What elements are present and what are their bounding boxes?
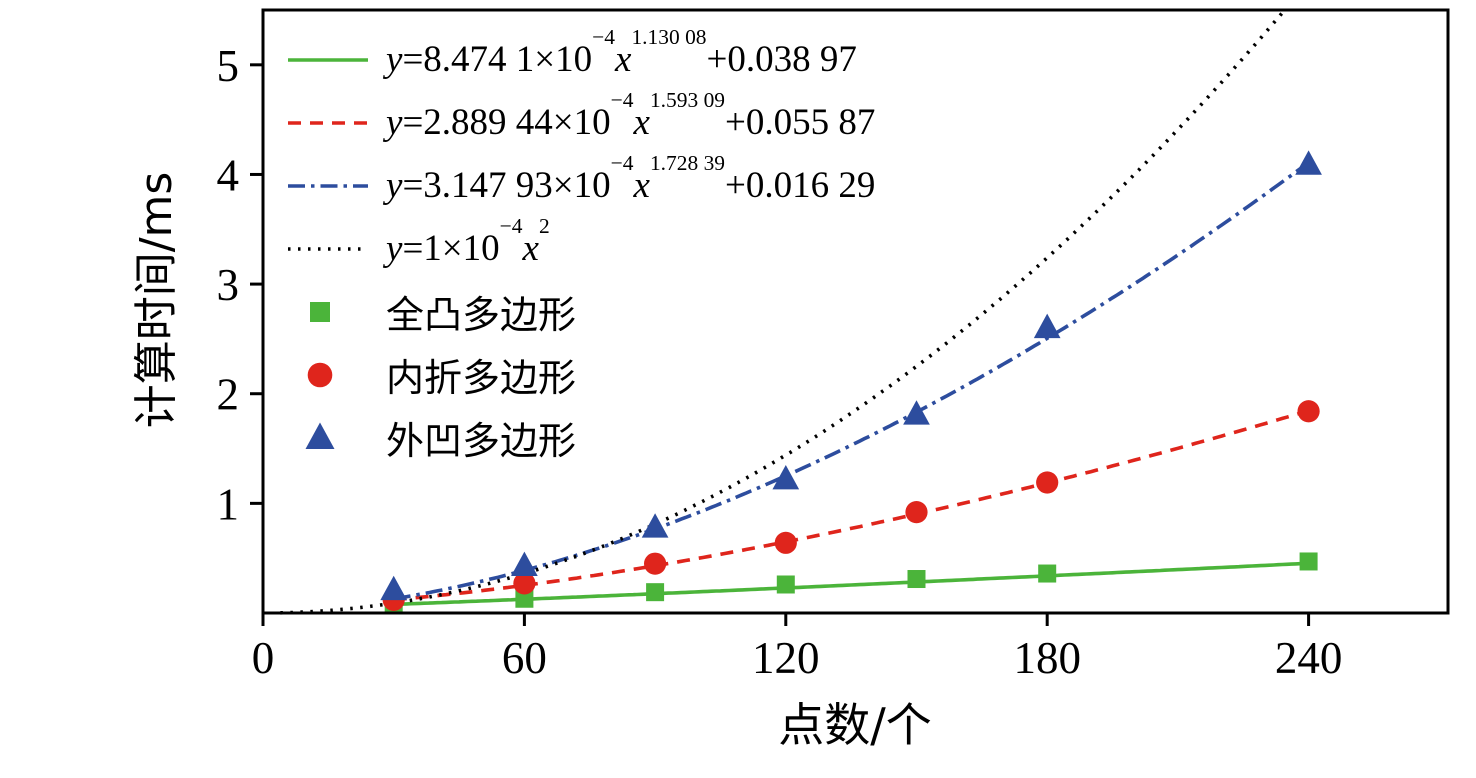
y-tick-label: 4 [217, 150, 240, 200]
legend-equation-label: y=1×10−4x2 [386, 214, 550, 269]
data-point-square [776, 575, 795, 594]
legend-equation-label: y=3.147 93×10−4x1.728 39+0.016 29 [386, 151, 876, 206]
data-point-circle [905, 501, 928, 524]
x-axis-label: 点数/个 [778, 698, 932, 752]
data-point-triangle [1295, 150, 1322, 175]
legend-row-equation: y=2.889 44×10−4x1.593 09+0.055 87 [286, 88, 876, 154]
legend-equation-label: y=8.474 1×10−4x1.130 08+0.038 97 [386, 25, 857, 80]
y-tick-label: 2 [217, 370, 240, 420]
y-axis-label: 计算时间/ms [131, 171, 182, 429]
legend-marker-sample-square [310, 301, 330, 322]
legend-line-sample [288, 246, 368, 251]
data-point-square [907, 570, 926, 589]
data-point-circle [1297, 400, 1320, 423]
data-point-circle [643, 552, 667, 575]
legend-row-series: 全凸多边形 [286, 280, 875, 343]
legend-row-series: 内折多边形 [286, 343, 875, 406]
reflex-fit-curve [393, 408, 1310, 602]
data-point-circle [513, 572, 536, 595]
data-point-square [515, 589, 534, 608]
x-tick-label: 120 [752, 633, 820, 683]
x-tick-label: 240 [1275, 633, 1343, 683]
legend-equation-label: y=2.889 44×10−4x1.593 09+0.055 87 [386, 88, 876, 143]
x-tick-label: 0 [252, 633, 275, 683]
data-point-triangle [641, 513, 669, 538]
legend-marker-circle [307, 362, 333, 387]
legend-marker-triangle [305, 422, 335, 449]
data-point-triangle [380, 575, 408, 601]
legend-line-sample [288, 183, 368, 188]
data-point-circle [774, 531, 797, 554]
legend-series-label: 全凸多边形 [386, 293, 577, 337]
legend-row-equation: y=3.147 93×10−4x1.728 39+0.016 29 [286, 151, 876, 217]
x-tick-label: 60 [502, 633, 547, 683]
y-axis: 1 2 3 4 5 [217, 41, 263, 529]
reference-quadratic-curve [280, 11, 1284, 615]
legend-series-label: 内折多边形 [386, 356, 577, 400]
data-point-triangle [903, 400, 930, 425]
legend-row-equation: y=8.474 1×10−4x1.130 08+0.038 97 [286, 25, 875, 91]
plot-border [261, 8, 1450, 615]
legend-row-equation: y=1×10−4x2 [286, 214, 875, 280]
y-tick-label: 5 [217, 41, 240, 91]
legend-series-label: 外凹多边形 [386, 419, 577, 463]
legend-row-series: 外凹多边形 [286, 406, 875, 469]
data-point-square [1038, 564, 1057, 583]
concave-fit-curve [393, 161, 1310, 601]
legend-marker-square [310, 301, 330, 322]
legend-marker-sample-circle [307, 362, 333, 387]
y-tick-label: 1 [217, 479, 240, 529]
legend-line-sample [288, 57, 368, 62]
data-point-square [646, 583, 665, 602]
legend-marker-sample-triangle [305, 422, 335, 449]
data-point-triangle [1033, 313, 1061, 339]
data-point-triangle [772, 464, 800, 490]
chart-legend: y=8.474 1×10−4x1.130 08+0.038 97 y=2.889 … [286, 25, 876, 469]
data-point-triangle [511, 551, 538, 576]
x-tick-label: 180 [1013, 633, 1081, 683]
x-axis: 0 60 120 180 240 [252, 613, 1343, 683]
data-point-circle [1036, 471, 1059, 494]
legend-line-sample [288, 120, 368, 125]
y-tick-label: 3 [217, 260, 240, 310]
data-point-square [1299, 552, 1318, 571]
convex-fit-curve [393, 561, 1309, 607]
